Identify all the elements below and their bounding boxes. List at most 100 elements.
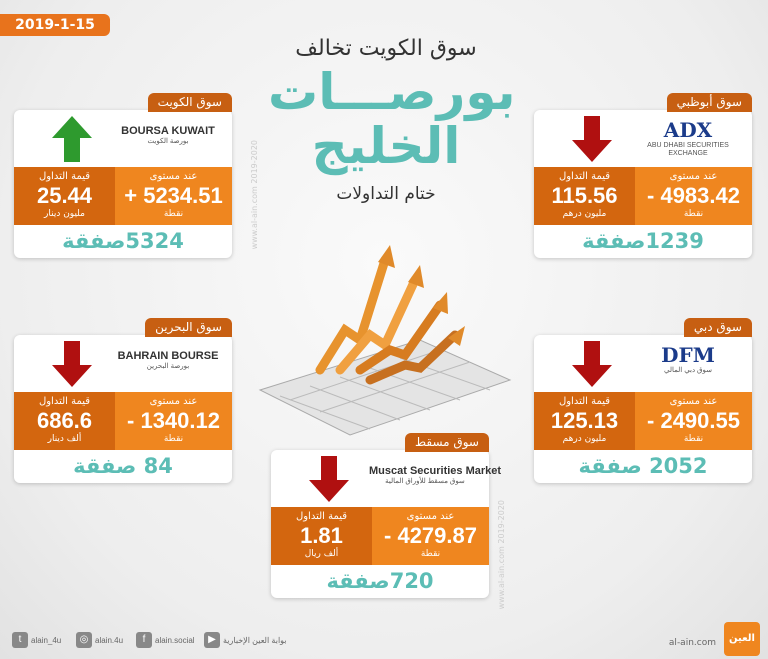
level-unit: نقطة — [683, 209, 704, 219]
youtube-icon: ▶ — [204, 632, 220, 648]
social-handle: alain.4u — [95, 635, 124, 645]
logo-text: ADX — [663, 118, 713, 142]
site-link[interactable]: al-ain.com — [668, 638, 716, 648]
value-unit: ألف ريال — [304, 549, 339, 559]
social-link[interactable]: ▶ بوابة العين الإخبارية — [204, 632, 287, 648]
market-name-tab: سوق مسقط — [405, 433, 489, 452]
value-label: قيمة التداول — [38, 396, 91, 407]
deals-count: 5324صفقة — [62, 229, 184, 253]
market-card-abudhabi: سوق أبوظبي ADX ABU DHABI SECURITIES EXCHA… — [534, 93, 752, 258]
instagram-icon: ◎ — [76, 632, 92, 648]
footer: t alain_4u ◎ alain.4u f alain.social ▶ بوابة ال… — [0, 622, 768, 659]
trading-value: قيمة التداول 25.44 مليون دينار — [14, 167, 115, 225]
facebook-icon: f — [136, 632, 152, 648]
arrow-heads — [378, 245, 465, 346]
social-handle: بوابة العين الإخبارية — [223, 635, 287, 645]
chart-illustration — [258, 245, 512, 436]
subtitle: ختام التداولات — [336, 184, 436, 204]
level-amount: - 4279.87 — [384, 523, 477, 548]
value-label: قيمة التداول — [295, 511, 348, 522]
deals-count: 2052 صفقة — [578, 454, 708, 478]
arrow-down-icon — [572, 341, 612, 387]
value-unit: مليون درهم — [562, 209, 607, 219]
value-label: قيمة التداول — [38, 171, 91, 182]
social-handle: alain.social — [155, 635, 195, 645]
level-label: عند مستوى — [669, 396, 718, 407]
index-level: عند مستوى - 2490.55 نقطة — [635, 392, 752, 450]
index-level: عند مستوى - 4279.87 نقطة — [372, 507, 489, 565]
market-name-tab: سوق أبوظبي — [666, 93, 752, 112]
market-card-kuwait: سوق الكويت BOURSA KUWAIT بورصة الكويت قيم… — [14, 93, 232, 258]
alain-logo: العين — [724, 622, 760, 656]
logo-text: BAHRAIN BOURSE — [117, 350, 219, 362]
deals-count: 1239صفقة — [582, 229, 704, 253]
arrow-down-icon — [572, 116, 612, 162]
value-amount: 1.81 — [300, 523, 343, 548]
social-handle: alain_4u — [31, 635, 62, 645]
trading-value: قيمة التداول 686.6 ألف دينار — [14, 392, 115, 450]
level-unit: نقطة — [163, 209, 184, 219]
main-title-line1: بورصـــات — [268, 63, 516, 121]
logo-text: DFM — [661, 343, 715, 367]
index-level: عند مستوى - 4983.42 نقطة — [635, 167, 752, 225]
exchange-logo: BAHRAIN BOURSE بورصة البحرين — [112, 341, 224, 387]
social-link[interactable]: f alain.social — [136, 632, 195, 648]
logo-subtext: ABU DHABI SECURITIES EXCHANGE — [647, 142, 729, 157]
market-card-bahrain: سوق البحرين BAHRAIN BOURSE بورصة البحرين … — [14, 318, 232, 483]
logo-subtext: بورصة البحرين — [146, 363, 190, 370]
arrow-down-icon — [309, 456, 349, 502]
level-unit: نقطة — [420, 549, 441, 559]
social-link[interactable]: t alain_4u — [12, 632, 61, 648]
level-amount: - 4983.42 — [647, 183, 740, 208]
trading-value: قيمة التداول 125.13 مليون درهم — [534, 392, 635, 450]
watermark: www.al-ain.com 2019-2020 — [250, 140, 259, 250]
level-label: عند مستوى — [149, 396, 198, 407]
date-badge: 2019-1-15 — [0, 14, 110, 36]
level-amount: - 1340.12 — [127, 408, 220, 433]
twitter-icon: t — [12, 632, 28, 648]
market-name-tab: سوق البحرين — [145, 318, 232, 337]
social-link[interactable]: ◎ alain.4u — [76, 632, 123, 648]
level-label: عند مستوى — [149, 171, 198, 182]
trading-value: قيمة التداول 115.56 مليون درهم — [534, 167, 635, 225]
exchange-logo: DFM سوق دبي المالي — [632, 341, 744, 387]
market-card-muscat: سوق مسقط Muscat Securities Market سوق مسق… — [271, 433, 502, 598]
value-unit: ألف دينار — [47, 434, 82, 444]
exchange-logo: ADX ABU DHABI SECURITIES EXCHANGE — [632, 116, 744, 162]
level-unit: نقطة — [683, 434, 704, 444]
index-level: عند مستوى + 5234.51 نقطة — [115, 167, 232, 225]
value-label: قيمة التداول — [558, 396, 611, 407]
deals-count: 720صفقة — [326, 569, 434, 593]
level-label: عند مستوى — [406, 511, 455, 522]
main-title-line2: الخليج — [311, 117, 461, 175]
level-label: عند مستوى — [669, 171, 718, 182]
logo-subtext: سوق دبي المالي — [664, 367, 712, 374]
market-name-tab: سوق دبي — [683, 318, 752, 337]
value-amount: 25.44 — [36, 183, 93, 208]
value-unit: مليون درهم — [562, 434, 607, 444]
trading-value: قيمة التداول 1.81 ألف ريال — [271, 507, 372, 565]
headline: سوق الكويت تخالف — [295, 36, 477, 61]
logo-text: Muscat Securities Market — [369, 465, 502, 477]
arrow-down-icon — [52, 341, 92, 387]
level-amount: - 2490.55 — [647, 408, 740, 433]
logo-subtext: سوق مسقط للأوراق المالية — [385, 478, 465, 485]
deals-count: 84 صفقة — [73, 454, 173, 478]
exchange-logo: Muscat Securities Market سوق مسقط للأوراق… — [369, 456, 502, 502]
logo-subtext: بورصة الكويت — [147, 138, 189, 145]
level-amount: + 5234.51 — [124, 183, 223, 208]
value-amount: 115.56 — [551, 183, 618, 208]
exchange-logo: BOURSA KUWAIT بورصة الكويت — [112, 116, 224, 162]
value-amount: 686.6 — [36, 408, 93, 433]
rising-arrows — [315, 255, 460, 385]
arrow-up-icon — [52, 116, 92, 162]
logo-text: BOURSA KUWAIT — [121, 125, 215, 137]
value-unit: مليون دينار — [44, 209, 85, 219]
level-unit: نقطة — [163, 434, 184, 444]
market-card-dubai: سوق دبي DFM سوق دبي المالي قيمة التداول 12… — [534, 318, 752, 483]
index-level: عند مستوى - 1340.12 نقطة — [115, 392, 232, 450]
market-name-tab: سوق الكويت — [147, 93, 232, 112]
value-label: قيمة التداول — [558, 171, 611, 182]
value-amount: 125.13 — [550, 408, 619, 433]
watermark: www.al-ain.com 2019-2020 — [497, 500, 506, 610]
